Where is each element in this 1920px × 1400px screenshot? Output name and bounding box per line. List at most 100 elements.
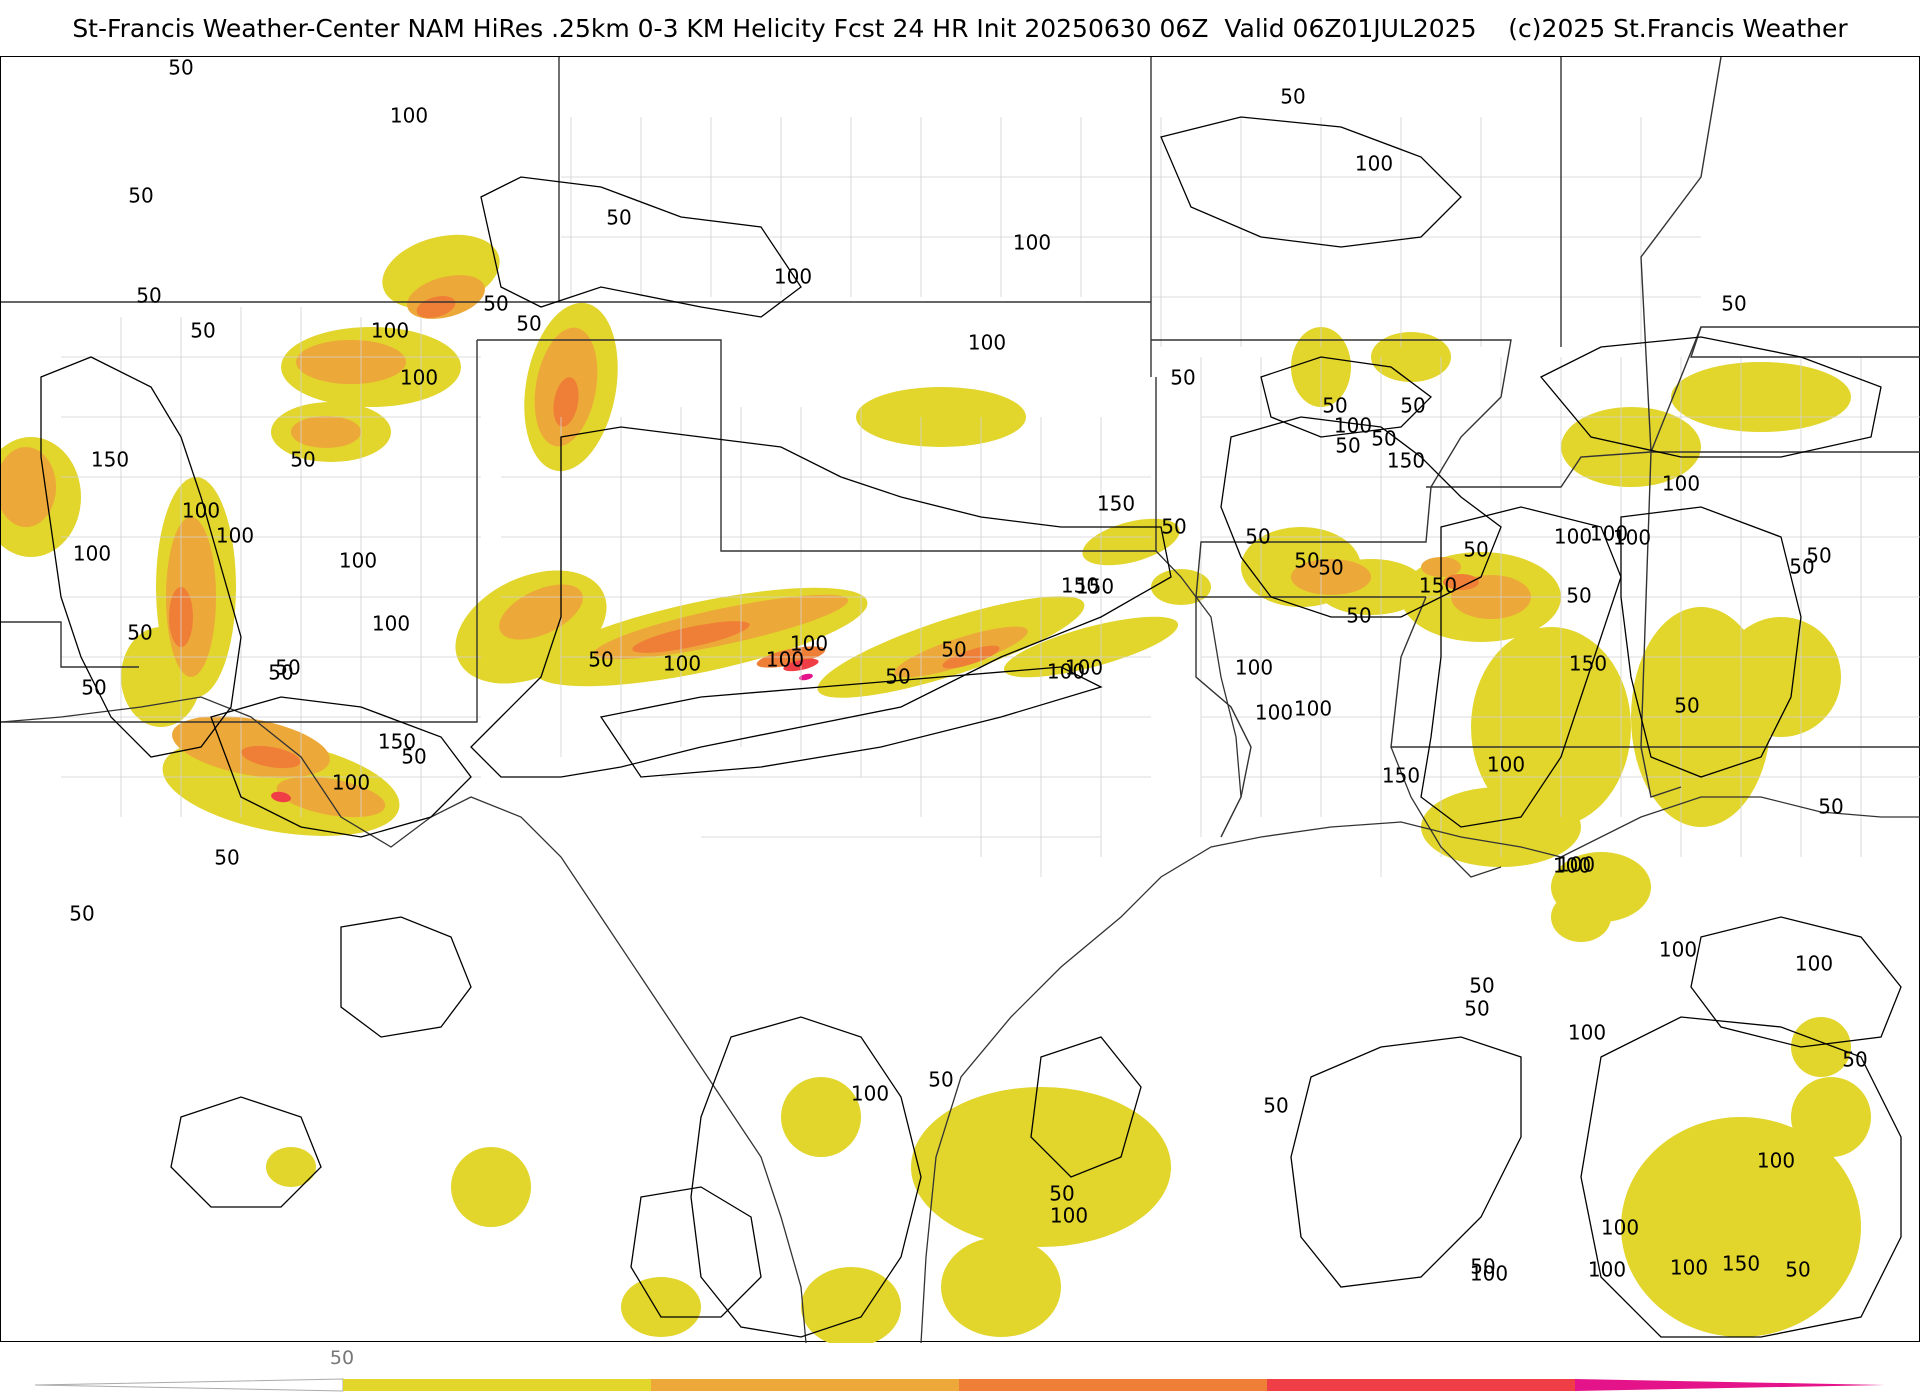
helicity-shade [941,1237,1061,1337]
contour-label: 50 [885,665,910,689]
colorbar-segment [959,1379,1267,1391]
coastline [1,550,1920,1343]
contour-label: 50 [69,902,94,926]
contour-label: 50 [1346,604,1371,628]
contour-label: 50 [1469,974,1494,998]
state-borders [1,57,1920,838]
helicity-shade [621,1277,701,1337]
helicity-shade [499,584,583,640]
contour-label: 100 [372,612,410,636]
contour-label: 150 [1382,764,1420,788]
contour-line [470,426,1172,778]
contour-label: 50 [1842,1048,1867,1072]
contour-label: 100 [1670,1256,1708,1280]
contour-label: 100 [1659,938,1697,962]
contour-line [210,696,472,838]
contour-label: 50 [516,312,541,336]
contour-label: 100 [790,632,828,656]
contour-label: 150 [1387,449,1425,473]
contour-label: 50 [1721,292,1746,316]
contour-line [480,176,802,318]
helicity-shade [553,377,579,427]
helicity-shade [271,791,291,803]
contour-label: 50 [268,661,293,685]
colorbar-segment [1267,1379,1575,1391]
colorbar-lower-arrow [34,1378,344,1392]
contour-line [1220,416,1502,618]
contour-label: 50 [1245,525,1270,549]
contour-label: 150 [1419,574,1457,598]
contour-line [1539,336,1882,458]
contour-label: 100 [400,366,438,390]
contour-label: 50 [1294,549,1319,573]
contour-label: 100 [332,771,370,795]
helicity-shade [276,776,386,818]
contour-label: 100 [1355,152,1393,176]
contour-label: 50 [1464,997,1489,1021]
contour-label: 100 [1601,1216,1639,1240]
contour-label: 150 [91,448,129,472]
contour-line [630,1186,762,1318]
contour-line [40,356,242,758]
helicity-shade [1082,518,1180,566]
contour-line [1030,1036,1142,1178]
contour-line [170,1096,322,1208]
contour-label: 50 [1400,394,1425,418]
contour-label: 100 [1757,1149,1795,1173]
contour-label: 100 [1235,656,1273,680]
helicity-shade [1371,332,1451,382]
helicity-shade [291,416,361,448]
contour-label: 100 [851,1082,889,1106]
contour-label: 100 [1470,1262,1508,1286]
colorbar-segment [343,1379,651,1391]
contour-label: 150 [1076,575,1114,599]
contour-label: 50 [483,292,508,316]
contour-label: 100 [1795,952,1833,976]
colorbar-svg: 50 [34,1347,1885,1392]
contour-label: 50 [1318,556,1343,580]
contour-label: 100 [339,549,377,573]
contour-label: 50 [1566,584,1591,608]
contour-label: 50 [1674,694,1699,718]
contour-line [1420,506,1622,828]
contour-label: 50 [1806,544,1831,568]
helicity-contours [40,116,1902,1338]
contour-label: 50 [1463,538,1488,562]
contour-label: 100 [73,542,111,566]
contour-label: 50 [214,846,239,870]
colorbar-segment [1575,1379,1885,1391]
colorbar-tick-label: 50 [330,1347,354,1369]
contour-label: 100 [1568,1021,1606,1045]
contour-label: 100 [1334,414,1372,438]
contour-label: 50 [1322,394,1347,418]
contour-label: 100 [1013,231,1051,255]
contour-label: 50 [941,638,966,662]
contour-label: 100 [1065,656,1103,680]
helicity-shade [632,621,750,653]
contour-label: 100 [663,652,701,676]
helicity-shade [799,673,813,681]
colorbar-segments [343,1379,1885,1391]
helicity-shade [911,1087,1171,1247]
contour-label: 100 [1613,526,1651,550]
contour-label: 150 [1061,574,1099,598]
contour-line [1260,356,1432,438]
contour-label: 100 [1255,701,1293,725]
helicity-shade [856,387,1026,447]
helicity-shade [1551,892,1611,942]
helicity-shade [1791,1017,1851,1077]
helicity-shade [894,626,1028,678]
contour-label: 50 [1371,427,1396,451]
contour-label: 150 [378,730,416,754]
contour-label: 100 [766,648,804,672]
contour-line [1580,1016,1902,1338]
contour-line [599,666,1103,778]
contour-label: 50 [1049,1182,1074,1206]
contour-label: 100 [1590,522,1628,546]
contour-label: 100 [774,265,812,289]
contour-label: 50 [1170,366,1195,390]
contour-line [690,1016,922,1338]
contour-label: 50 [168,57,193,80]
